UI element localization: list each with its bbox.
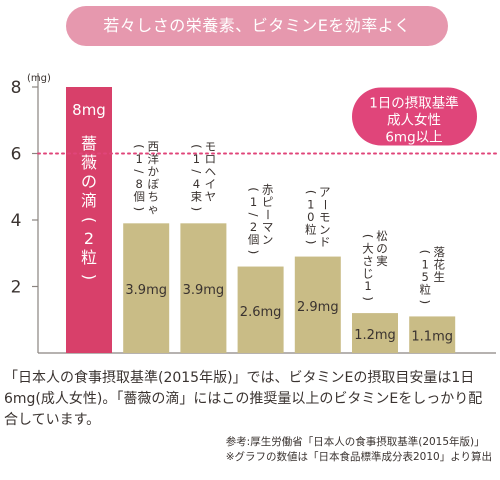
source-notes: 参考:厚生労働省「日本人の食事摂取基準(2015年版)」 ※グラフの数値は「日本… [226, 435, 492, 465]
y-tick-label: 8 [11, 78, 22, 98]
bar-amount-char: ) [361, 296, 375, 301]
bar-amount-char: 2 [250, 220, 257, 234]
bar-category-char: イ [205, 177, 217, 191]
bar-category-char: ぼ [147, 177, 159, 191]
bar-amount-char: 粒 [305, 223, 317, 237]
bar-value-label: 1.2mg [354, 328, 396, 343]
bar-amount-char: 1 [422, 257, 429, 271]
bar-category-char: 花 [433, 257, 445, 271]
bar-category-char: 実 [376, 254, 388, 268]
y-tick-label: 4 [11, 211, 22, 231]
bar-category-char: 西 [147, 139, 159, 153]
bar-amount-char: 個 [248, 233, 260, 247]
bar-category-char: 落 [433, 245, 445, 259]
bar-amount-char: ( [132, 144, 146, 149]
reference-label-line: 1日の摂取基準 [369, 95, 459, 112]
bar-category-char: 2 [84, 229, 94, 248]
bar-value-label: 2.6mg [240, 305, 282, 320]
bar-category-char: 生 [433, 270, 445, 284]
bar-amount-char: 1 [250, 195, 257, 209]
bar-category-char: モ [205, 139, 217, 153]
bar-value-label: 3.9mg [125, 283, 167, 298]
bar-category-char: 滴 [81, 191, 97, 210]
bar-category-char: 粒 [81, 248, 97, 267]
bar-amount-char: ) [132, 207, 146, 212]
reference-label-line: 成人女性 [387, 112, 441, 129]
y-tick-label: 2 [11, 278, 22, 298]
source-note-calculation: ※グラフの数値は「日本食品標準成分表2010」より算出 [225, 451, 492, 463]
bar-amount-char: ( [361, 234, 375, 239]
bar-amount-char: じ [362, 267, 374, 281]
bar-1 [66, 87, 112, 353]
bar-3 [180, 223, 227, 353]
reference-label-line: 6mg以上 [385, 130, 442, 146]
reference-label-bubble [352, 87, 477, 146]
bar-category-char: ロ [205, 152, 217, 166]
headline-banner: 若々しさの栄養素、ビタミンEを効率よく [66, 6, 448, 46]
bar-category-char: ア [319, 185, 331, 199]
bar-6 [352, 313, 398, 353]
bar-amount-char: ) [247, 250, 261, 255]
bar-category-char: ヘ [205, 164, 217, 178]
bar-category-char: ド [319, 235, 331, 249]
bar-amount-char: / [189, 169, 203, 173]
bar-category-char: の [81, 172, 97, 191]
bar-amount-char: 4 [193, 177, 200, 191]
bar-amount-char: 個 [133, 189, 145, 203]
bar-amount-char: 粒 [419, 282, 431, 296]
bar-category-char: ち [147, 189, 159, 203]
bar-value-label: 1.1mg [411, 330, 453, 345]
bar-category-char: 薔 [81, 134, 97, 153]
bar-category-char: ー [318, 199, 332, 211]
bar-amount-char: ) [418, 300, 432, 305]
bar-amount-char: 0 [307, 210, 314, 224]
bar-category-char: ヤ [205, 189, 217, 203]
vitamin-e-bar-chart: 8642(mg)8mg薔薇の滴(2粒)3.9mg西洋かぼちゃ(1/8個)3.9m… [11, 73, 497, 354]
bar-category-char: ( [80, 217, 99, 223]
bar-category-char: 赤 [262, 183, 274, 197]
bar-category-char: ン [319, 223, 331, 237]
y-axis-unit-label: (mg) [27, 73, 51, 84]
bar-amount-char: ( [418, 250, 432, 255]
bar-category-char: ) [80, 274, 99, 280]
bar-category-char: ー [261, 209, 275, 221]
bar-amount-char: ) [304, 240, 318, 245]
bar-amount-char: ( [189, 144, 203, 149]
bar-2 [123, 223, 170, 353]
bar-amount-char: 1 [364, 279, 371, 293]
bar-value-label: 2.9mg [297, 300, 339, 315]
bar-amount-char: 束 [191, 189, 203, 203]
bar-amount-char: / [132, 169, 146, 173]
bar-category-char: 松 [376, 229, 388, 243]
bar-7 [409, 316, 456, 353]
bar-category-char: ピ [262, 195, 274, 209]
bar-4 [237, 266, 284, 353]
bar-category-char: の [376, 242, 388, 256]
bar-amount-char: 1 [136, 152, 143, 166]
bar-amount-char: さ [362, 254, 374, 268]
bar-amount-char: 1 [307, 198, 314, 212]
bar-value-label: 8mg [72, 101, 106, 119]
bar-amount-char: 大 [362, 242, 374, 256]
bar-category-char: マ [262, 220, 274, 234]
bar-value-label: 3.9mg [183, 283, 225, 298]
bar-category-char: 洋 [147, 152, 159, 166]
bar-category-char: ン [262, 233, 274, 247]
bar-5 [294, 256, 341, 353]
source-note-reference: 参考:厚生労働省「日本人の食事摂取基準(2015年版)」 [225, 436, 485, 448]
bar-category-char: か [147, 164, 159, 178]
bar-category-char: モ [319, 210, 331, 224]
bar-amount-char: ( [247, 187, 261, 192]
bar-amount-char: 5 [422, 270, 429, 284]
bar-amount-char: 1 [193, 152, 200, 166]
bar-amount-char: ) [189, 207, 203, 212]
bar-amount-char: ( [304, 190, 318, 195]
bar-category-char: ゃ [147, 202, 159, 216]
y-tick-label: 6 [11, 145, 22, 165]
description-text: 「日本人の食事摂取基準(2015年版)」では、ビタミンEの摂取目安量は1日6mg… [4, 370, 483, 428]
bar-amount-char: 8 [136, 177, 143, 191]
bar-category-char: 薇 [81, 153, 97, 172]
bar-amount-char: / [247, 213, 261, 217]
